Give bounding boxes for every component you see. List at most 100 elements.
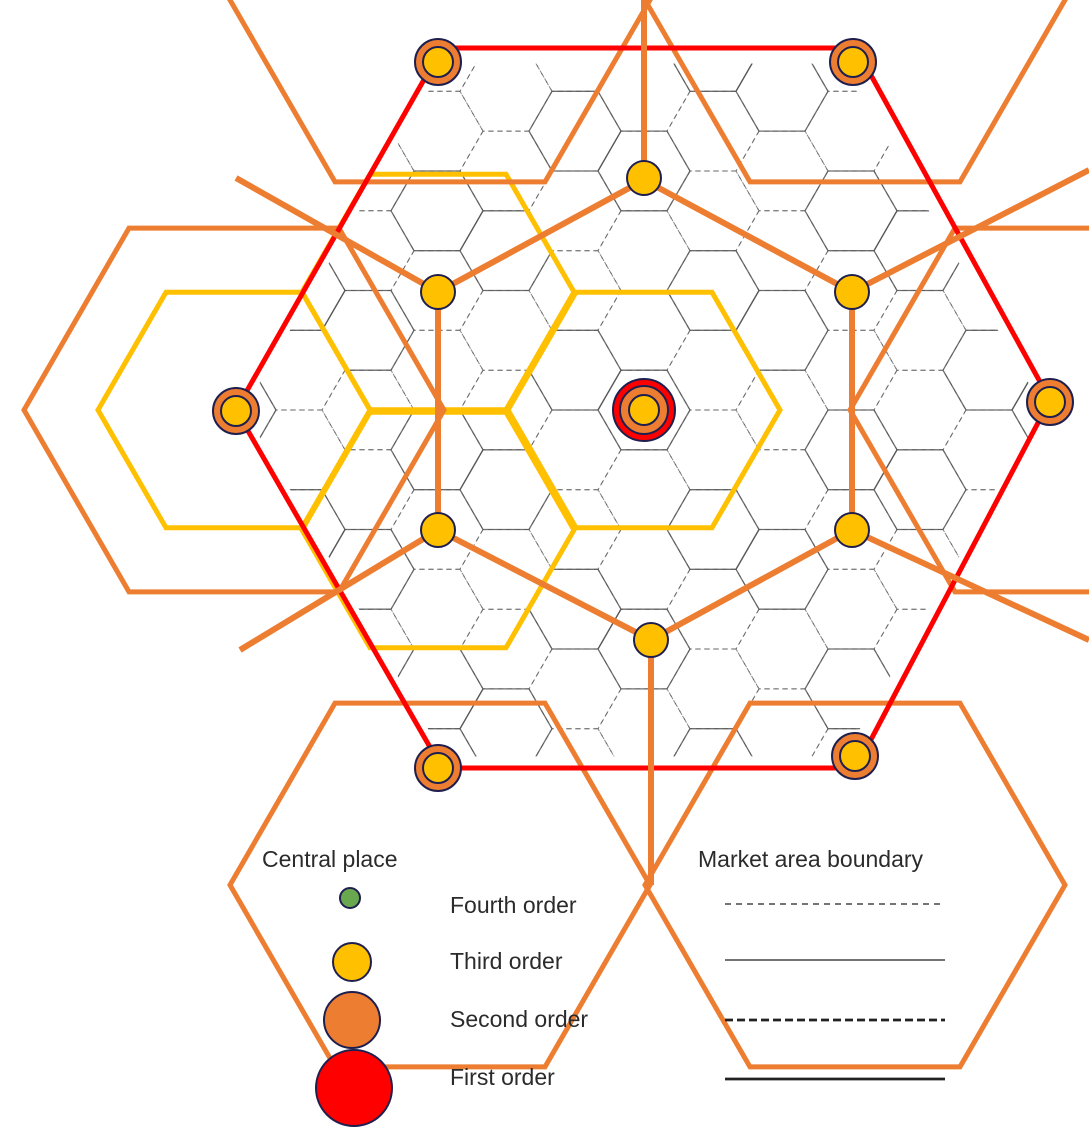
grid-cell <box>598 769 690 849</box>
grid-cell <box>244 130 277 212</box>
grid-cell <box>1011 290 1044 371</box>
grid-cell <box>115 888 207 968</box>
grid-cell <box>244 529 277 610</box>
connector-line <box>238 527 440 653</box>
connector-line <box>649 527 854 643</box>
grid-cell <box>1081 490 1089 570</box>
third-order-place <box>834 274 870 310</box>
grid-cell <box>943 888 1035 968</box>
third-order-place <box>626 160 662 196</box>
grid-cell <box>322 769 414 849</box>
grid-cell <box>597 529 691 610</box>
grid-cell <box>115 12 207 92</box>
grid-cell <box>804 90 898 172</box>
connector-line <box>850 167 1089 295</box>
grid-cell <box>666 90 760 172</box>
grid-cell <box>1011 688 1044 757</box>
grid-cell <box>1081 171 1089 251</box>
legend-symbol-1 <box>339 887 361 909</box>
grid-cell <box>115 171 207 251</box>
connector-line <box>642 177 854 295</box>
grid-cell <box>942 489 1036 570</box>
legend-label-first-order: First order <box>450 1064 555 1090</box>
grid-cell <box>390 648 484 730</box>
grid-cell <box>805 0 897 12</box>
grid-cell <box>873 529 967 610</box>
legend-label-fourth-order: Fourth order <box>450 892 577 918</box>
grid-cell <box>1081 729 1089 809</box>
grid-cell <box>253 888 345 968</box>
grid-cell <box>244 63 277 132</box>
grid-cell <box>735 63 829 132</box>
grid-cell <box>874 0 966 52</box>
grid-cell <box>1081 91 1089 171</box>
legend-label-second-order: Second order <box>450 1006 589 1032</box>
second-order-hexagon <box>227 0 653 185</box>
grid-cell <box>459 529 553 610</box>
central-places <box>212 38 1074 792</box>
legend-heading-market-area: Market area boundary <box>698 846 924 872</box>
grid-cell <box>804 568 898 650</box>
grid-cell <box>529 0 621 12</box>
grid-cell <box>1081 808 1089 888</box>
grid-cell <box>244 608 277 690</box>
third-order-place <box>633 622 669 658</box>
grid-cell <box>666 329 760 411</box>
grid-cell <box>244 290 277 371</box>
legend-symbol-3 <box>323 991 381 1049</box>
grid-cell <box>1081 0 1089 12</box>
grid-cell <box>115 808 207 888</box>
grid-cell <box>252 90 346 172</box>
grid-cell <box>735 608 829 690</box>
third-order-place <box>420 512 456 548</box>
connector-line <box>850 527 1089 643</box>
grid-cell <box>459 130 553 212</box>
grid-cell <box>184 0 276 52</box>
grid-cell <box>735 130 829 212</box>
third-order-place <box>834 512 870 548</box>
grid-cell <box>115 410 207 490</box>
grid-cell <box>244 449 277 530</box>
second-order-hexagon <box>642 0 1068 185</box>
grid-cell <box>873 369 967 451</box>
grid-cell <box>873 449 967 531</box>
first-order-place <box>612 378 676 442</box>
grid-cell <box>873 130 967 212</box>
connector-line <box>436 177 646 295</box>
grid-cell <box>1081 330 1089 410</box>
second-order-hexagon <box>642 700 1068 1070</box>
grid-cell <box>667 0 759 12</box>
grid-cell <box>1011 130 1044 212</box>
grid-cell <box>942 728 1036 757</box>
grid-cell <box>460 769 552 849</box>
grid-cell <box>736 769 828 849</box>
grid-cell <box>115 330 207 410</box>
grid-cell <box>1081 649 1089 729</box>
connector-line <box>234 175 440 295</box>
grid-cell <box>321 130 415 212</box>
grid-cell <box>735 210 829 291</box>
grid-cell <box>390 90 484 172</box>
grid-cell <box>666 409 760 491</box>
grid-cell <box>1011 449 1044 530</box>
grid-cell <box>184 769 276 849</box>
grid-cell <box>597 688 691 757</box>
legend-symbol-4 <box>315 1049 393 1127</box>
connector-line <box>436 527 653 643</box>
grid-cell <box>666 648 760 730</box>
grid-cell <box>244 210 277 291</box>
legend-symbol-2 <box>332 942 372 982</box>
grid-cell <box>805 888 897 968</box>
grid-cell <box>1011 529 1044 610</box>
grid-cell <box>528 63 622 92</box>
legend-label-third-order: Third order <box>450 948 563 974</box>
grid-cell <box>1081 251 1089 331</box>
second-order-hexagon <box>227 700 653 1070</box>
legend-heading-central-place: Central place <box>262 846 398 872</box>
second-order-place <box>414 744 462 792</box>
grid-cell <box>253 0 345 12</box>
grid-cell <box>597 290 691 371</box>
grid-cell <box>873 290 967 371</box>
order-connectors <box>234 0 1089 885</box>
grid-cell <box>597 210 691 291</box>
